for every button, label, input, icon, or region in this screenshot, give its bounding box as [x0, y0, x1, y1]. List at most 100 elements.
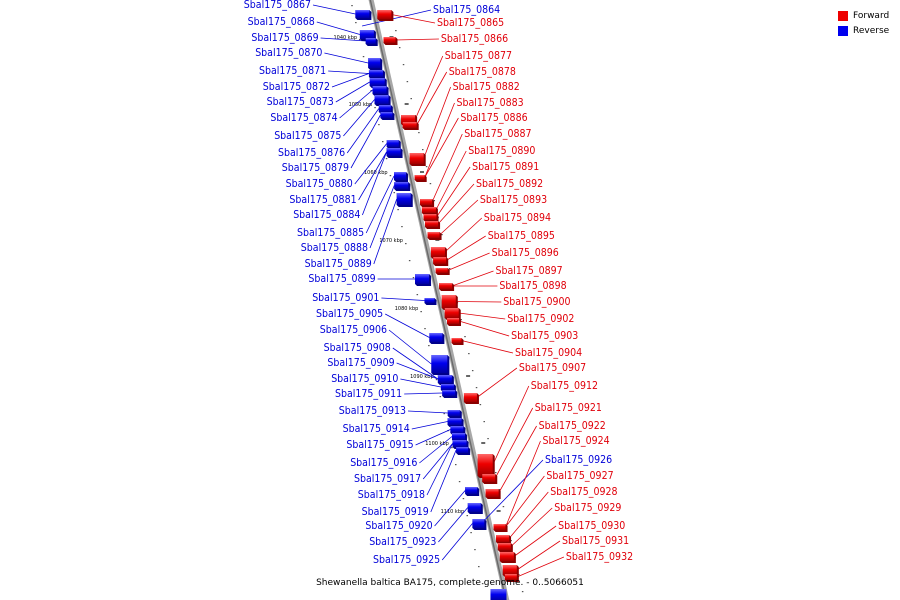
reverse-feature[interactable] [368, 58, 383, 70]
gene-label[interactable]: Sbal175_0869 [251, 32, 318, 44]
forward-feature[interactable] [496, 535, 512, 544]
reverse-feature[interactable] [378, 105, 393, 114]
gene-label[interactable]: Sbal175_0868 [248, 16, 315, 28]
forward-feature[interactable] [383, 37, 398, 45]
gene-label[interactable]: Sbal175_0888 [301, 242, 368, 254]
gene-label[interactable]: Sbal175_0914 [343, 423, 410, 435]
forward-feature[interactable] [493, 524, 508, 532]
reverse-feature[interactable] [396, 193, 413, 207]
gene-label[interactable]: Sbal175_0927 [546, 470, 613, 482]
gene-label[interactable]: Sbal175_0889 [305, 258, 372, 270]
forward-feature[interactable] [485, 489, 501, 499]
forward-feature[interactable] [425, 221, 441, 229]
forward-feature[interactable] [504, 574, 519, 582]
gene-label[interactable]: Sbal175_0913 [339, 405, 406, 417]
gene-label[interactable]: Sbal175_0903 [511, 330, 578, 342]
gene-label[interactable]: Sbal175_0908 [324, 342, 391, 354]
gene-label[interactable]: Sbal175_0917 [354, 473, 421, 485]
reverse-feature[interactable] [415, 274, 432, 286]
reverse-feature[interactable] [456, 447, 471, 455]
gene-label[interactable]: Sbal175_0920 [365, 520, 432, 532]
gene-label[interactable]: Sbal175_0864 [433, 4, 500, 16]
gene-label[interactable]: Sbal175_0926 [545, 454, 612, 466]
forward-feature[interactable] [477, 454, 495, 478]
gene-label[interactable]: Sbal175_0893 [480, 194, 547, 206]
gene-label[interactable]: Sbal175_0871 [259, 65, 326, 77]
gene-label[interactable]: Sbal175_0892 [476, 178, 543, 190]
gene-label[interactable]: Sbal175_0918 [358, 489, 425, 501]
gene-label[interactable]: Sbal175_0890 [468, 145, 535, 157]
forward-feature[interactable] [444, 308, 461, 320]
gene-label[interactable]: Sbal175_0899 [308, 273, 375, 285]
gene-label[interactable]: Sbal175_0919 [362, 506, 429, 518]
forward-feature[interactable] [402, 122, 419, 130]
forward-feature[interactable] [451, 338, 464, 345]
gene-label[interactable]: Sbal175_0878 [449, 66, 516, 78]
forward-feature[interactable] [427, 232, 442, 240]
reverse-feature[interactable] [394, 182, 411, 191]
gene-label[interactable]: Sbal175_0874 [270, 112, 337, 124]
forward-feature[interactable] [377, 10, 394, 21]
gene-label[interactable]: Sbal175_0887 [464, 128, 531, 140]
reverse-feature[interactable] [374, 95, 391, 106]
gene-label[interactable]: Sbal175_0932 [566, 551, 633, 563]
reverse-feature[interactable] [447, 410, 462, 418]
reverse-feature[interactable] [380, 112, 395, 120]
gene-label[interactable]: Sbal175_0886 [460, 112, 527, 124]
gene-label[interactable]: Sbal175_0883 [457, 97, 524, 109]
gene-label[interactable]: Sbal175_0907 [519, 362, 586, 374]
reverse-feature[interactable] [386, 148, 403, 158]
gene-label[interactable]: Sbal175_0898 [499, 280, 566, 292]
gene-label[interactable]: Sbal175_0904 [515, 347, 582, 359]
reverse-feature[interactable] [365, 38, 378, 46]
reverse-feature[interactable] [355, 10, 372, 20]
reverse-feature[interactable] [394, 172, 409, 182]
gene-label[interactable]: Sbal175_0911 [335, 388, 402, 400]
forward-feature[interactable] [430, 247, 447, 259]
gene-label[interactable]: Sbal175_0929 [554, 502, 621, 514]
forward-feature[interactable] [463, 393, 479, 404]
gene-label[interactable]: Sbal175_0895 [488, 230, 555, 242]
forward-feature[interactable] [435, 268, 450, 275]
reverse-feature[interactable] [429, 333, 445, 344]
gene-label[interactable]: Sbal175_0884 [293, 209, 360, 221]
reverse-feature[interactable] [437, 375, 454, 385]
gene-label[interactable]: Sbal175_0925 [373, 554, 440, 566]
gene-label[interactable]: Sbal175_0881 [289, 194, 356, 206]
forward-feature[interactable] [439, 283, 455, 291]
gene-label[interactable]: Sbal175_0867 [244, 0, 311, 11]
forward-feature[interactable] [414, 175, 427, 182]
reverse-feature[interactable] [369, 78, 387, 88]
gene-label[interactable]: Sbal175_0900 [503, 296, 570, 308]
reverse-feature[interactable] [472, 519, 487, 530]
gene-label[interactable]: Sbal175_0910 [331, 373, 398, 385]
gene-label[interactable]: Sbal175_0880 [286, 178, 353, 190]
gene-label[interactable]: Sbal175_0897 [496, 265, 563, 277]
gene-label[interactable]: Sbal175_0916 [350, 457, 417, 469]
forward-feature[interactable] [421, 207, 438, 215]
gene-label[interactable]: Sbal175_0924 [543, 435, 610, 447]
gene-label[interactable]: Sbal175_0865 [437, 17, 504, 29]
gene-label[interactable]: Sbal175_0896 [492, 247, 559, 259]
gene-label[interactable]: Sbal175_0876 [278, 147, 345, 159]
gene-label[interactable]: Sbal175_0912 [531, 380, 598, 392]
forward-feature[interactable] [409, 153, 426, 166]
gene-label[interactable]: Sbal175_0891 [472, 161, 539, 173]
reverse-feature[interactable] [442, 390, 458, 398]
forward-feature[interactable] [441, 295, 458, 310]
forward-feature[interactable] [420, 199, 435, 207]
gene-label[interactable]: Sbal175_0922 [539, 420, 606, 432]
gene-label[interactable]: Sbal175_0872 [263, 81, 330, 93]
gene-label[interactable]: Sbal175_0921 [535, 402, 602, 414]
reverse-feature[interactable] [386, 140, 401, 149]
gene-label[interactable]: Sbal175_0879 [282, 162, 349, 174]
reverse-feature[interactable] [447, 418, 464, 427]
gene-label[interactable]: Sbal175_0930 [558, 520, 625, 532]
forward-feature[interactable] [423, 214, 439, 222]
reverse-feature[interactable] [431, 355, 450, 375]
gene-label[interactable]: Sbal175_0873 [267, 96, 334, 108]
reverse-feature[interactable] [368, 70, 385, 79]
forward-feature[interactable] [433, 257, 449, 266]
reverse-feature[interactable] [467, 503, 483, 514]
gene-label[interactable]: Sbal175_0928 [550, 486, 617, 498]
